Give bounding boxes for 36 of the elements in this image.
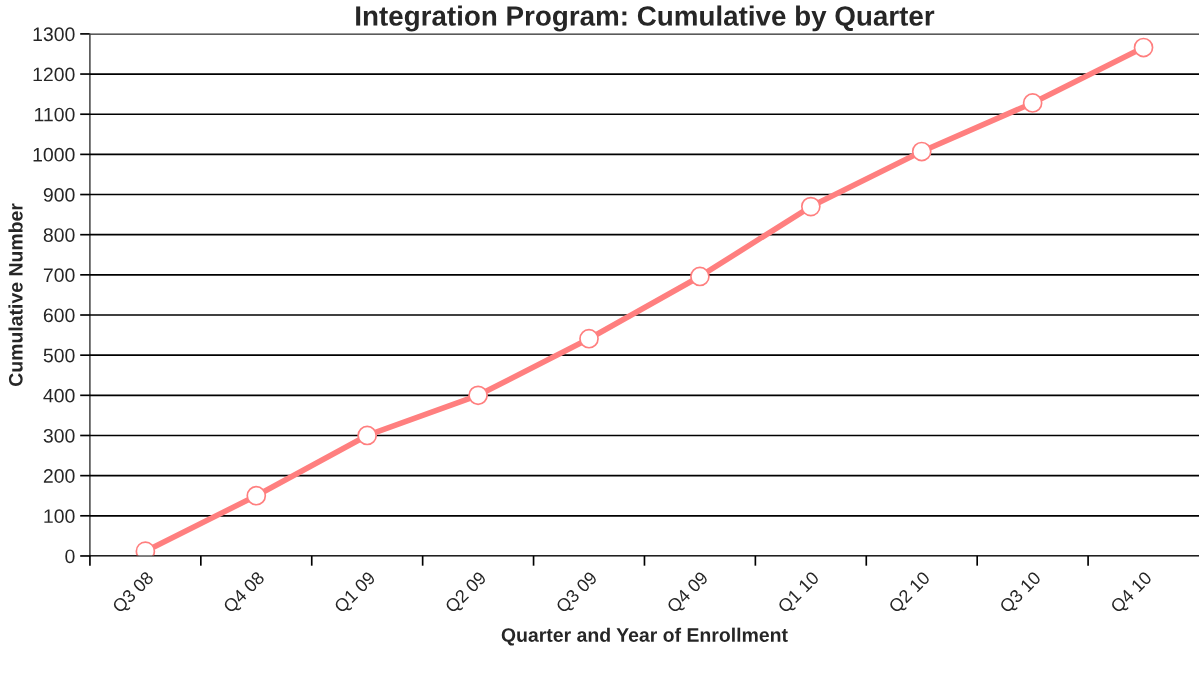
x-axis-title: Quarter and Year of Enrollment xyxy=(501,627,788,646)
chart-title: Integration Program: Cumulative by Quarter xyxy=(356,5,935,32)
point xyxy=(357,425,378,446)
y-tick-label: 1100 xyxy=(35,107,75,122)
x-tick-label: Q4 10 xyxy=(1109,570,1155,616)
x-tick-label: Q2 09 xyxy=(444,570,490,616)
point xyxy=(911,141,932,162)
y-axis-title: Cumulative Number xyxy=(8,203,23,386)
x-tick-label: Q4 09 xyxy=(666,570,711,616)
y-tick-label: 200 xyxy=(43,469,75,483)
y-tick-label: 300 xyxy=(43,428,75,443)
x-tick-label: Q3 08 xyxy=(111,570,157,616)
x-tick-label: Q3 09 xyxy=(555,570,601,616)
x-tick-label: Q2 10 xyxy=(887,570,933,616)
point xyxy=(800,196,821,217)
y-tick-label: 100 xyxy=(44,509,75,524)
point xyxy=(690,266,710,287)
y-tick-label: 1200 xyxy=(33,67,75,82)
point xyxy=(1022,93,1043,113)
x-tick-label: Q3 10 xyxy=(998,570,1044,616)
point xyxy=(579,328,599,349)
y-tick-label: 900 xyxy=(43,188,75,202)
x-tick-label: Q4 08 xyxy=(222,570,268,616)
point xyxy=(468,385,488,406)
y-tick-label: 1300 xyxy=(33,27,75,42)
y-tick-label: 1000 xyxy=(33,147,75,162)
point xyxy=(1133,37,1154,58)
y-tick-label: 500 xyxy=(43,348,75,363)
point xyxy=(246,485,267,506)
y-tick-label: 700 xyxy=(43,268,75,283)
y-tick-label: 600 xyxy=(43,308,75,323)
x-tick-label: Q1 09 xyxy=(333,570,379,616)
y-tick-label: 400 xyxy=(43,388,75,403)
y-tick-label: 800 xyxy=(43,228,75,242)
x-tick-label: Q1 10 xyxy=(776,570,822,616)
y-tick-label: 0 xyxy=(65,549,75,564)
